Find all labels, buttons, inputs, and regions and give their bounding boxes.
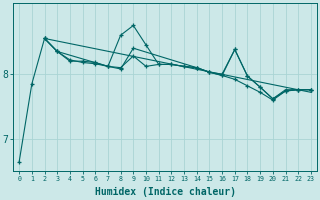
X-axis label: Humidex (Indice chaleur): Humidex (Indice chaleur) [94, 187, 236, 197]
